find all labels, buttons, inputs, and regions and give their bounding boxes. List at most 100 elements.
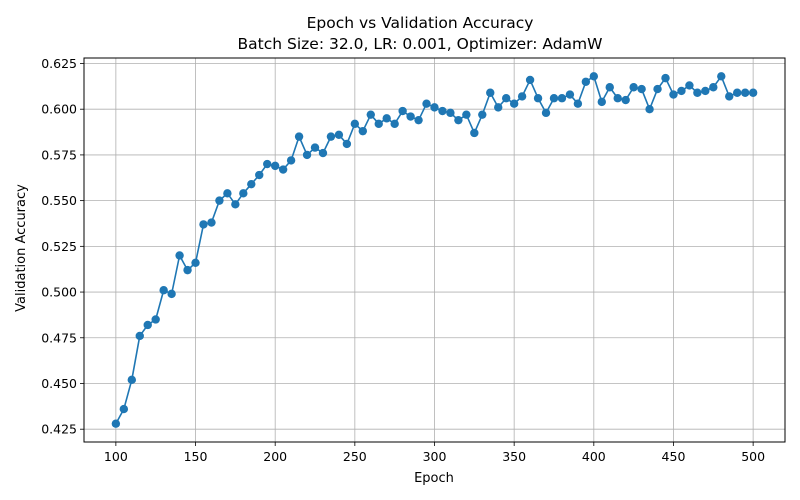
data-point	[231, 200, 240, 209]
data-point	[653, 84, 662, 94]
data-point	[390, 119, 399, 129]
data-point	[294, 132, 304, 141]
data-series	[111, 72, 758, 428]
data-point	[661, 73, 670, 83]
data-point	[318, 148, 328, 158]
data-point	[358, 126, 368, 136]
data-point	[573, 99, 583, 108]
data-point	[191, 258, 200, 267]
data-point	[748, 88, 758, 97]
data-point	[740, 88, 750, 97]
data-point	[565, 90, 575, 99]
data-point	[557, 94, 567, 103]
x-tick-label: 400	[582, 449, 606, 464]
data-point	[382, 114, 391, 123]
y-tick-label: 0.550	[41, 193, 77, 208]
data-point	[278, 165, 288, 174]
chart-subtitle: Batch Size: 32.0, LR: 0.001, Optimizer: …	[238, 35, 603, 53]
data-point	[119, 404, 129, 414]
data-point	[701, 86, 710, 96]
y-tick-label: 0.425	[41, 422, 77, 437]
data-point	[685, 81, 694, 90]
data-point	[326, 132, 336, 141]
data-point	[517, 92, 527, 101]
data-point	[533, 94, 543, 103]
y-axis-label: Validation Accuracy	[14, 184, 29, 312]
data-point	[414, 115, 423, 125]
data-point	[247, 179, 256, 189]
data-point	[541, 108, 551, 118]
data-point	[111, 419, 121, 428]
y-tick-label: 0.575	[41, 147, 77, 162]
data-point	[669, 90, 678, 99]
data-point	[175, 251, 184, 260]
data-point	[581, 77, 591, 86]
data-point	[406, 112, 415, 121]
data-point	[135, 331, 144, 341]
data-point	[621, 95, 630, 105]
data-point	[334, 130, 344, 139]
data-point	[637, 84, 646, 94]
data-point	[199, 220, 208, 229]
data-point	[239, 189, 248, 198]
data-point	[167, 289, 176, 299]
data-point	[717, 72, 726, 81]
y-tick-label: 0.475	[41, 330, 77, 345]
data-point	[374, 119, 383, 129]
data-point	[589, 72, 599, 81]
x-tick-label: 100	[104, 449, 128, 464]
y-tick-label: 0.500	[41, 285, 77, 300]
data-point	[438, 106, 447, 116]
data-point	[127, 375, 136, 385]
data-point	[342, 139, 352, 149]
data-point	[398, 106, 407, 116]
data-point	[302, 150, 312, 160]
data-point	[462, 110, 471, 119]
data-point	[509, 99, 519, 108]
data-point	[494, 103, 503, 112]
data-point	[215, 196, 224, 205]
data-point	[310, 143, 320, 152]
data-point	[143, 320, 152, 330]
x-tick-label: 500	[741, 449, 765, 464]
x-tick-label: 300	[423, 449, 447, 464]
data-point	[597, 97, 606, 107]
data-point	[501, 94, 511, 103]
x-tick-label: 150	[184, 449, 208, 464]
data-point	[255, 170, 264, 180]
data-point	[430, 103, 439, 112]
data-point	[263, 159, 272, 169]
data-point	[159, 286, 168, 295]
data-point	[207, 218, 216, 227]
data-point	[470, 128, 479, 138]
y-tick-label: 0.450	[41, 376, 77, 391]
y-tick-label: 0.625	[41, 56, 77, 71]
data-point	[725, 92, 734, 101]
data-point	[613, 94, 622, 103]
data-point	[446, 108, 455, 118]
data-point	[549, 94, 559, 103]
data-point	[525, 75, 535, 85]
data-point	[223, 189, 232, 198]
x-tick-label: 250	[343, 449, 367, 464]
x-axis-label: Epoch	[414, 471, 454, 486]
data-point	[151, 315, 160, 324]
axis-ticks: 100 150 200 250 300 350 400 450 500 0.425 0.450 0.4…	[41, 56, 765, 464]
data-point	[677, 86, 686, 96]
data-point	[366, 110, 375, 119]
x-tick-label: 350	[502, 449, 526, 464]
data-point	[422, 99, 431, 108]
x-tick-label: 450	[662, 449, 686, 464]
y-tick-label: 0.600	[41, 102, 77, 117]
data-point	[286, 156, 296, 165]
data-point	[270, 161, 280, 171]
data-point	[645, 105, 654, 114]
x-tick-label: 200	[263, 449, 287, 464]
y-tick-label: 0.525	[41, 239, 77, 254]
data-point	[486, 88, 495, 97]
data-point	[629, 83, 638, 92]
data-point	[605, 83, 614, 92]
data-point	[478, 110, 487, 119]
